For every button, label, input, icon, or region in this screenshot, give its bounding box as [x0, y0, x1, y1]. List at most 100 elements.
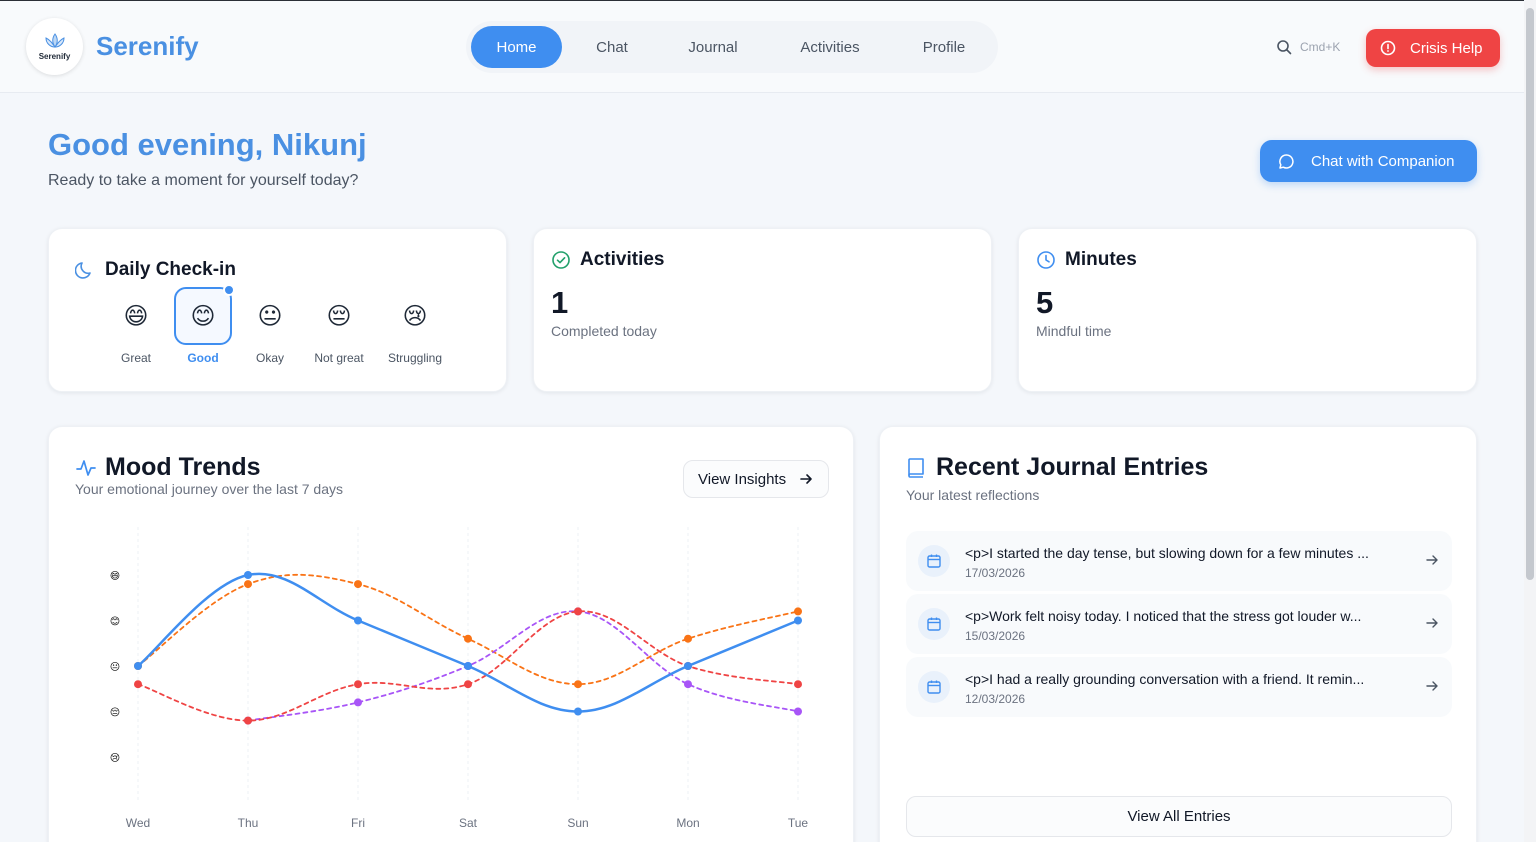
page-scrollbar[interactable]: [1524, 0, 1536, 842]
chart-y-tick-label: 😢: [110, 753, 120, 764]
chart-data-point: [464, 680, 472, 689]
search-icon: [1277, 40, 1292, 55]
message-circle-icon: [1279, 153, 1294, 169]
crisis-help-button[interactable]: Crisis Help: [1366, 29, 1500, 67]
journal-entry[interactable]: <p>I started the day tense, but slowing …: [906, 531, 1452, 591]
mood-option-good[interactable]: 😊 Good: [168, 284, 238, 365]
chart-data-point: [354, 680, 362, 689]
main-nav: Home Chat Journal Activities Profile: [466, 21, 998, 73]
arrow-right-icon: [800, 474, 812, 484]
chart-x-tick-label: Sun: [567, 816, 588, 830]
mood-label: Struggling: [387, 351, 443, 365]
journal-entry-date: 12/03/2026: [965, 692, 1026, 706]
journal-entry[interactable]: <p>I had a really grounding conversation…: [906, 657, 1452, 717]
chart-x-tick-label: Fri: [351, 816, 365, 830]
book-icon: [908, 457, 924, 478]
mood-label: Great: [120, 351, 151, 365]
journal-entry-date: 17/03/2026: [965, 566, 1026, 580]
chart-data-point: [244, 580, 252, 589]
mood-label: Not great: [314, 351, 364, 365]
chart-x-tick-label: Mon: [676, 816, 699, 830]
check-circle-icon: [552, 251, 570, 269]
chart-data-point: [574, 607, 582, 616]
chart-data-point: [134, 680, 142, 689]
mood-option-struggling[interactable]: 😢 Struggling: [380, 287, 450, 366]
grinning-face-icon: 😄: [123, 302, 149, 330]
chart-x-tick-label: Wed: [126, 816, 150, 830]
chart-data-point: [464, 662, 472, 670]
chart-data-point: [574, 680, 582, 689]
search-trigger[interactable]: Cmd+K: [1276, 39, 1340, 55]
journal-entry[interactable]: <p>Work felt noisy today. I noticed that…: [906, 594, 1452, 654]
crisis-help-label: Crisis Help: [1410, 39, 1483, 57]
logo[interactable]: Serenify: [26, 18, 83, 75]
calendar-icon: [918, 671, 950, 703]
chat-with-companion-button[interactable]: Chat with Companion: [1260, 140, 1477, 182]
selected-indicator: [223, 284, 235, 296]
pensive-face-icon: 😔: [326, 302, 352, 330]
chart-data-point: [354, 580, 362, 589]
journal-entry-text: <p>I had a really grounding conversation…: [965, 671, 1365, 687]
chart-y-tick-label: 😔: [110, 708, 120, 719]
view-insights-label: View Insights: [698, 470, 787, 488]
chart-data-point: [684, 662, 692, 670]
mood-trends-subtitle: Your emotional journey over the last 7 d…: [75, 481, 343, 497]
chat-with-companion-label: Chat with Companion: [1311, 152, 1455, 170]
page-subtitle: Ready to take a moment for yourself toda…: [48, 172, 359, 189]
activities-card: Activities 1 Completed today: [533, 228, 992, 392]
calendar-icon: [918, 608, 950, 640]
chart-x-tick-label: Sat: [459, 816, 478, 830]
nav-journal[interactable]: Journal: [688, 38, 738, 56]
journal-entry-text: <p>Work felt noisy today. I noticed that…: [965, 608, 1362, 624]
recent-journal-title: Recent Journal Entries: [936, 453, 1209, 481]
minutes-card: Minutes 5 Mindful time: [1018, 228, 1477, 392]
chart-data-point: [684, 634, 692, 643]
chart-data-point: [794, 607, 802, 616]
top-navbar: Serenify Serenify Home Chat Journal Acti…: [0, 1, 1524, 93]
arrow-right-icon: [1426, 681, 1438, 691]
chart-data-point: [684, 680, 692, 689]
chart-series-line: [247, 610, 799, 722]
chart-x-tick-label: Tue: [788, 816, 809, 830]
arrow-right-icon: [1426, 618, 1438, 628]
activities-title: Activities: [580, 249, 665, 270]
view-all-entries-button[interactable]: View All Entries: [906, 796, 1452, 837]
nav-activities[interactable]: Activities: [800, 38, 860, 56]
recent-journal-card: Recent Journal Entries Your latest refle…: [879, 426, 1477, 842]
mood-trends-card: Mood Trends Your emotional journey over …: [48, 426, 854, 842]
mood-trends-title: Mood Trends: [105, 453, 261, 481]
minutes-count: 5: [1036, 285, 1054, 320]
nav-chat[interactable]: Chat: [596, 38, 628, 56]
mood-option-okay[interactable]: 😐 Okay: [235, 287, 305, 366]
nav-home[interactable]: Home: [471, 26, 562, 68]
recent-journal-subtitle: Your latest reflections: [906, 487, 1040, 503]
activity-pulse-icon: [76, 459, 96, 476]
chart-data-point: [244, 571, 252, 579]
activities-count: 1: [551, 285, 569, 320]
mood-emoji: 😊: [190, 302, 216, 330]
calendar-icon: [918, 545, 950, 577]
journal-entry-date: 15/03/2026: [965, 629, 1026, 643]
chart-data-point: [794, 680, 802, 689]
mood-label: Good: [187, 351, 219, 365]
view-insights-button[interactable]: View Insights: [683, 460, 829, 498]
chart-data-point: [354, 616, 362, 625]
mood-label: Okay: [255, 351, 284, 365]
nav-profile[interactable]: Profile: [922, 38, 966, 56]
chart-y-tick-label: 😊: [110, 617, 120, 628]
scrollbar-thumb[interactable]: [1526, 8, 1534, 580]
chart-data-point: [134, 662, 142, 670]
chart-data-point: [464, 634, 472, 643]
search-shortcut: Cmd+K: [1300, 40, 1341, 54]
mood-option-great[interactable]: 😄 Great: [101, 287, 171, 366]
mood-option-not-great[interactable]: 😔 Not great: [304, 287, 374, 366]
arrow-right-icon: [1426, 555, 1438, 565]
activities-caption: Completed today: [551, 323, 657, 339]
brand-name[interactable]: Serenify: [96, 31, 199, 61]
daily-checkin-card: Daily Check-in 😄 Great 😊 Good 😐 Okay 😔 N…: [48, 228, 507, 392]
smiling-face-icon: 😊: [174, 284, 235, 345]
chart-data-point: [574, 707, 582, 716]
lotus-icon: [44, 33, 65, 48]
logo-caption: Serenify: [38, 52, 71, 61]
page-greeting: Good evening, Nikunj: [48, 127, 367, 162]
